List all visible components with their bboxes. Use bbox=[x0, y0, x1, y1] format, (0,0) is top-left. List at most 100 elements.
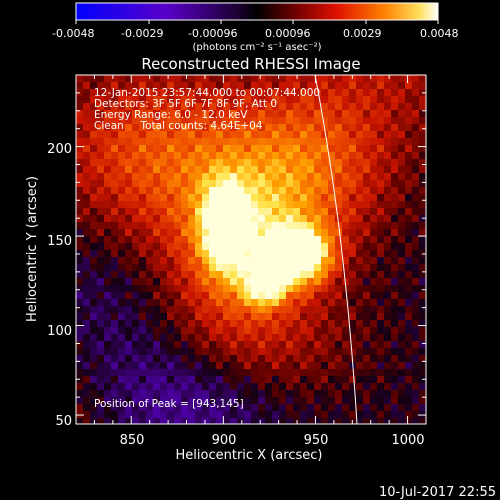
image-pixel bbox=[118, 208, 126, 216]
image-pixel bbox=[132, 418, 140, 424]
image-pixel bbox=[412, 341, 420, 349]
image-pixel bbox=[342, 173, 350, 181]
image-pixel bbox=[398, 222, 406, 230]
image-pixel bbox=[139, 229, 147, 237]
image-pixel bbox=[328, 355, 336, 363]
image-pixel bbox=[279, 271, 287, 279]
image-pixel bbox=[356, 243, 364, 251]
image-pixel bbox=[76, 194, 84, 202]
image-pixel bbox=[377, 411, 385, 419]
image-pixel bbox=[202, 215, 210, 223]
image-pixel bbox=[363, 229, 371, 237]
image-pixel bbox=[300, 404, 308, 412]
image-pixel bbox=[279, 320, 287, 328]
image-pixel bbox=[265, 180, 273, 188]
image-pixel bbox=[384, 89, 392, 97]
image-pixel bbox=[209, 320, 217, 328]
image-pixel bbox=[132, 404, 140, 412]
image-pixel bbox=[125, 334, 133, 342]
image-pixel bbox=[230, 348, 238, 356]
image-pixel bbox=[97, 152, 105, 160]
image-pixel bbox=[153, 397, 161, 405]
image-pixel bbox=[279, 131, 287, 139]
image-pixel bbox=[314, 194, 322, 202]
image-pixel bbox=[384, 299, 392, 307]
image-pixel bbox=[202, 236, 210, 244]
image-pixel bbox=[146, 390, 154, 398]
image-pixel bbox=[314, 124, 322, 132]
image-pixel bbox=[314, 208, 322, 216]
image-pixel bbox=[384, 201, 392, 209]
image-pixel bbox=[153, 404, 161, 412]
image-pixel bbox=[118, 320, 126, 328]
image-pixel bbox=[265, 383, 273, 391]
image-pixel bbox=[370, 299, 378, 307]
image-pixel bbox=[335, 383, 343, 391]
image-pixel bbox=[83, 355, 91, 363]
image-pixel bbox=[160, 117, 168, 125]
image-pixel bbox=[209, 124, 217, 132]
image-pixel bbox=[363, 404, 371, 412]
image-pixel bbox=[139, 201, 147, 209]
image-pixel bbox=[377, 292, 385, 300]
image-pixel bbox=[377, 250, 385, 258]
image-pixel bbox=[181, 173, 189, 181]
image-pixel bbox=[370, 418, 378, 424]
image-pixel bbox=[83, 82, 91, 90]
image-pixel bbox=[265, 215, 273, 223]
image-pixel bbox=[76, 103, 84, 111]
image-pixel bbox=[405, 271, 413, 279]
image-pixel bbox=[363, 180, 371, 188]
image-pixel bbox=[251, 89, 259, 97]
image-pixel bbox=[118, 131, 126, 139]
image-pixel bbox=[398, 411, 406, 419]
image-pixel bbox=[307, 376, 315, 384]
image-pixel bbox=[111, 145, 119, 153]
image-pixel bbox=[328, 285, 336, 293]
image-pixel bbox=[321, 117, 329, 125]
image-pixel bbox=[272, 404, 280, 412]
image-pixel bbox=[132, 96, 140, 104]
image-pixel bbox=[146, 383, 154, 391]
image-pixel bbox=[160, 145, 168, 153]
image-pixel bbox=[146, 341, 154, 349]
image-pixel bbox=[258, 173, 266, 181]
image-pixel bbox=[111, 327, 119, 335]
image-pixel bbox=[398, 117, 406, 125]
image-pixel bbox=[370, 75, 378, 83]
image-pixel bbox=[349, 390, 357, 398]
image-pixel bbox=[251, 271, 259, 279]
image-pixel bbox=[83, 110, 91, 118]
image-pixel bbox=[412, 222, 420, 230]
image-pixel bbox=[202, 383, 210, 391]
image-pixel bbox=[314, 166, 322, 174]
image-pixel bbox=[251, 320, 259, 328]
image-pixel bbox=[132, 201, 140, 209]
image-pixel bbox=[132, 257, 140, 265]
image-pixel bbox=[412, 145, 420, 153]
image-pixel bbox=[405, 334, 413, 342]
image-pixel bbox=[405, 299, 413, 307]
image-pixel bbox=[153, 383, 161, 391]
image-pixel bbox=[90, 341, 98, 349]
image-pixel bbox=[118, 306, 126, 314]
image-pixel bbox=[251, 369, 259, 377]
image-pixel bbox=[202, 306, 210, 314]
image-pixel bbox=[279, 418, 287, 424]
image-pixel bbox=[342, 194, 350, 202]
image-pixel bbox=[244, 75, 252, 83]
image-pixel bbox=[258, 166, 266, 174]
image-pixel bbox=[251, 103, 259, 111]
image-pixel bbox=[230, 173, 238, 181]
image-pixel bbox=[202, 117, 210, 125]
image-pixel bbox=[167, 418, 175, 424]
image-pixel bbox=[412, 299, 420, 307]
image-pixel bbox=[230, 117, 238, 125]
image-pixel bbox=[342, 75, 350, 83]
image-pixel bbox=[111, 299, 119, 307]
image-pixel bbox=[384, 292, 392, 300]
image-pixel bbox=[328, 404, 336, 412]
image-pixel bbox=[167, 355, 175, 363]
image-pixel bbox=[335, 173, 343, 181]
image-pixel bbox=[181, 397, 189, 405]
